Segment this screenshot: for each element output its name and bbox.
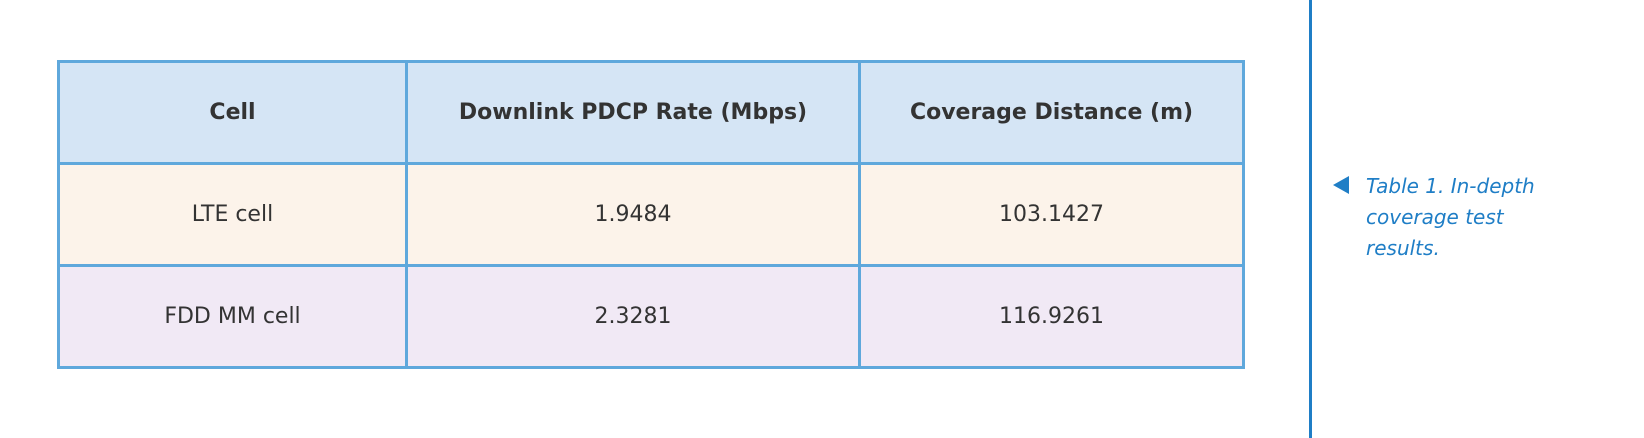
cell: 116.9261 xyxy=(858,264,1245,369)
caption: Table 1. In-depth coverage test results. xyxy=(1366,174,1535,260)
header-row: Cell Downlink PDCP Rate (Mbps) Coverage … xyxy=(57,60,1245,165)
header-cell: Downlink PDCP Rate (Mbps) xyxy=(405,60,861,165)
cell: 103.1427 xyxy=(858,162,1245,267)
cell: 2.3281 xyxy=(405,264,861,369)
results-table: Cell Downlink PDCP Rate (Mbps) Coverage … xyxy=(57,60,1245,369)
header-cell: Coverage Distance (m) xyxy=(858,60,1245,165)
caption-marker xyxy=(1333,176,1349,194)
cell: LTE cell xyxy=(57,162,408,267)
header-cell: Cell xyxy=(57,60,408,165)
table-row: FDD MM cell 2.3281 116.9261 xyxy=(57,264,1245,369)
cell: 1.9484 xyxy=(405,162,861,267)
divider xyxy=(1309,0,1312,438)
table-row: LTE cell 1.9484 103.1427 xyxy=(57,162,1245,267)
cell: FDD MM cell xyxy=(57,264,408,369)
